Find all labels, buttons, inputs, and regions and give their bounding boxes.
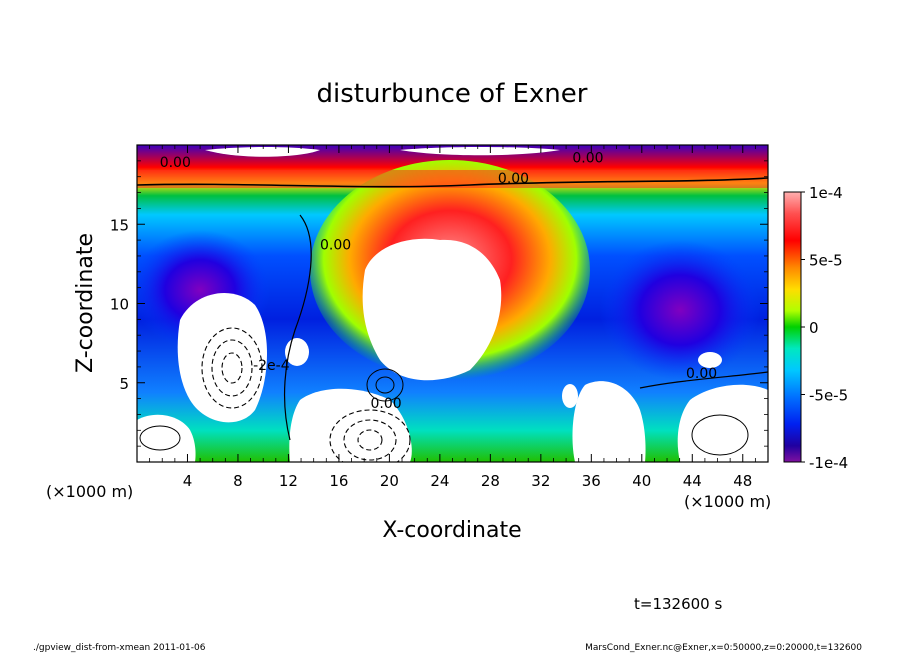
colorbar: 1e-4 5e-5 0 -5e-5 -1e-4 [783,184,848,472]
colorbar-tick-label: 0 [809,319,819,337]
x-tick-label: 12 [279,472,298,490]
y-tick-label: 5 [119,375,129,393]
colorbar-tick-label: -1e-4 [809,454,848,472]
contour-label: -2e-4 [253,358,290,374]
x-tick-label: 36 [582,472,601,490]
y-tick-label: 10 [110,296,129,314]
contour-label: 0.00 [370,396,401,412]
x-axis-title: X-coordinate [382,518,521,543]
x-tick-label: 16 [329,472,348,490]
x-tick-label: 40 [632,472,651,490]
contour-label: 0.00 [572,150,603,166]
filled-contour-field [137,145,768,462]
contour-label: 0.00 [686,366,717,382]
colorbar-ticks: 1e-4 5e-5 0 -5e-5 -1e-4 [801,184,848,472]
time-label: t=132600 s [634,595,722,613]
x-axis: 4 8 12 16 20 24 28 32 36 40 44 48 [149,145,756,490]
contour-labels: 0.00 0.00 0.00 0.00 -2e-4 0.00 0.00 [160,150,717,412]
x-tick-label: 4 [183,472,193,490]
contour-label: 0.00 [498,171,529,187]
contour-label: 0.00 [320,238,351,254]
x-tick-label: 28 [481,472,500,490]
colorbar-tick-label: 5e-5 [809,252,843,270]
x-tick-label: 48 [733,472,752,490]
chart-title: disturbunce of Exner [317,79,588,109]
footer-right: MarsCond_Exner.nc@Exner,x=0:50000,z=0:20… [585,643,862,653]
colorbar-scale [783,191,802,463]
y-axis-title: Z-coordinate [73,233,98,373]
y-axis-unit: (×1000 m) [46,482,133,501]
colorbar-tick-label: -5e-5 [809,387,848,405]
x-tick-label: 32 [531,472,550,490]
x-tick-label: 44 [683,472,702,490]
x-tick-label: 20 [380,472,399,490]
x-tick-label: 24 [430,472,449,490]
x-axis-unit: (×1000 m) [684,492,771,511]
colorbar-tick-label: 1e-4 [809,184,843,202]
y-tick-label: 15 [110,216,129,234]
footer-left: ./gpview_dist-from-xmean 2011-01-06 [33,643,206,653]
contour-label: 0.00 [160,155,191,171]
y-axis: 5 10 15 [110,160,768,447]
x-tick-label: 8 [233,472,243,490]
